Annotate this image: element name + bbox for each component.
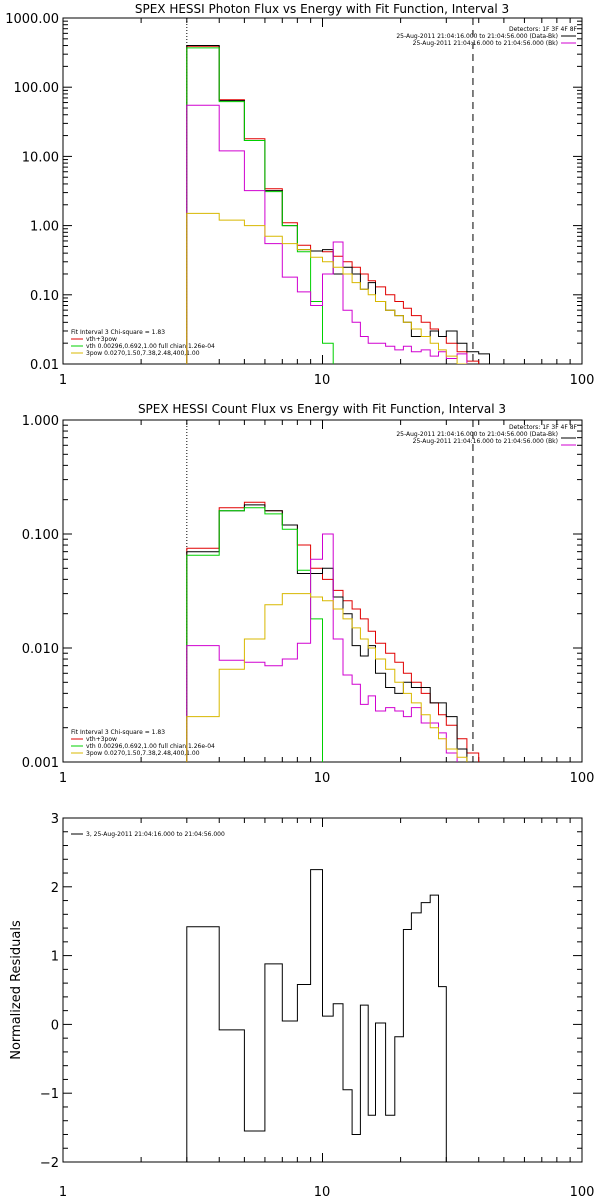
legend-detectors: Detectors: 1F 3F 4F 8F [509, 424, 578, 431]
y-tick-label: 0.10 [30, 289, 59, 304]
legend-detectors: Detectors: 1F 3F 4F 8F [509, 26, 578, 33]
histogram-series [186, 47, 334, 364]
y-tick-label: 2 [51, 881, 59, 896]
y-tick-label: 10.00 [22, 150, 59, 165]
histogram-series [186, 507, 323, 762]
histogram-series [186, 533, 458, 762]
series-group [186, 869, 447, 1162]
legend-data-bk: 25-Aug-2011 21:04:16.000 to 21:04:56.000… [396, 431, 558, 438]
y-axis-label: Normalized Residuals [9, 920, 24, 1060]
legend-bk: 25-Aug-2011 21:04:16.000 to 21:04:56.000… [413, 40, 558, 47]
y-tick-label: 0.001 [22, 756, 59, 771]
chart-title: SPEX HESSI Photon Flux vs Energy with Fi… [135, 2, 509, 16]
photon-flux-panel: SPEX HESSI Photon Flux vs Energy with Fi… [5, 2, 594, 388]
x-tick-label: 100 [570, 771, 595, 786]
residuals-panel: 1 10 100 Normalized Residuals 3, 25-Aug-… [9, 812, 594, 1200]
y-tick-label: 0 [51, 1018, 59, 1033]
x-tick-label: 1 [59, 771, 67, 786]
legend-vth-3pow: vth+3pow [86, 336, 117, 343]
y-tick-label: 3 [51, 812, 59, 827]
y-tick-label: 100.00 [14, 81, 60, 96]
series-group [186, 45, 490, 364]
legend-fit-interval: Fit Interval 3 Chi-square = 1.83 [71, 729, 165, 736]
x-tick-label: 10 [314, 373, 331, 388]
legend-3pow: 3pow 0.0270,1.50,7.38,2.48,400,1.00 [86, 750, 200, 757]
histogram-series [186, 593, 468, 762]
x-tick-label: 10 [314, 771, 331, 786]
y-tick-label: 1 [51, 950, 59, 965]
x-tick-label: 1 [59, 1185, 67, 1200]
y-tick-label: 1.000 [22, 414, 59, 429]
series-group [186, 501, 480, 762]
histogram-series [186, 212, 468, 364]
y-tick-label: 0.010 [22, 642, 59, 657]
legend-vth-3pow: vth+3pow [86, 736, 117, 743]
histogram-series [186, 501, 480, 762]
legend-vth: vth 0.00296,0.692,1.00 full chian 1.26e-… [86, 743, 215, 750]
y-tick-label: −1 [40, 1087, 59, 1102]
y-tick-label: 0.100 [22, 528, 59, 543]
chart-title: SPEX HESSI Count Flux vs Energy with Fit… [138, 402, 506, 416]
histogram-series [186, 45, 490, 364]
legend-3pow: 3pow 0.0270,1.50,7.38,2.48,400,1.00 [86, 350, 200, 357]
legend-data-bk: 25-Aug-2011 21:04:16.000 to 21:04:56.000… [396, 33, 558, 40]
histogram-series [186, 869, 447, 1162]
histogram-series [186, 45, 480, 364]
y-tick-label: −2 [40, 1156, 59, 1171]
histogram-series [186, 104, 468, 364]
y-tick-label: 1.00 [30, 220, 59, 235]
legend-vth: vth 0.00296,0.692,1.00 full chian 1.26e-… [86, 343, 215, 350]
histogram-series [186, 504, 468, 762]
y-tick-label: 0.01 [30, 358, 59, 373]
y-tick-label: 1000.00 [5, 12, 59, 27]
legend-fit-interval: Fit Interval 3 Chi-square = 1.83 [71, 329, 165, 336]
legend-residual-interval: 3, 25-Aug-2011 21:04:16.000 to 21:04:56.… [86, 831, 225, 838]
x-tick-label: 1 [59, 373, 67, 388]
legend-bk: 25-Aug-2011 21:04:16.000 to 21:04:56.000… [413, 438, 558, 445]
count-flux-panel: SPEX HESSI Count Flux vs Energy with Fit… [22, 402, 595, 786]
x-tick-label: 100 [570, 373, 595, 388]
x-tick-label: 100 [570, 1185, 595, 1200]
x-tick-label: 10 [314, 1185, 331, 1200]
